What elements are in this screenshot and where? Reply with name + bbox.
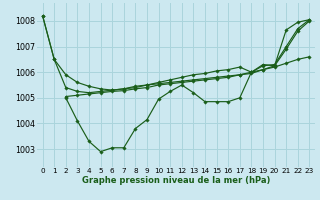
X-axis label: Graphe pression niveau de la mer (hPa): Graphe pression niveau de la mer (hPa) <box>82 176 270 185</box>
